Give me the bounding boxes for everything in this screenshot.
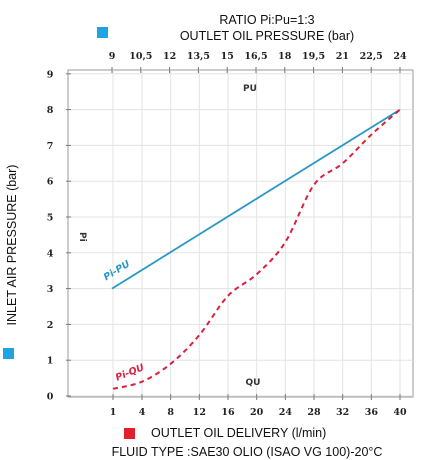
pi-annotation: Pi xyxy=(77,232,87,242)
top-axis-title: OUTLET OIL PRESSURE (bar) xyxy=(180,29,354,43)
y-tick-label: 6 xyxy=(47,177,54,188)
y-tick-label: 9 xyxy=(47,69,54,80)
x-bottom-tick-label: 4 xyxy=(139,407,146,418)
y-tick-label: 4 xyxy=(47,248,54,259)
ratio-title: RATIO Pi:Pu=1:3 xyxy=(219,13,314,27)
x-bottom-tick-label: 1 xyxy=(110,407,117,418)
x-top-tick-label: 15 xyxy=(221,51,234,62)
fluid-note: FLUID TYPE :SAE30 OLIO (ISAO VG 100)-20°… xyxy=(112,445,383,459)
plot-frame xyxy=(67,69,414,398)
x-bottom-tick-label: 12 xyxy=(193,407,206,418)
legend-blue-square-left xyxy=(3,348,14,359)
x-top-tick-label: 16,5 xyxy=(244,51,267,62)
x-top-tick-label: 21 xyxy=(336,51,349,62)
legend-blue-square xyxy=(97,27,108,38)
qu-annotation: QU xyxy=(246,378,261,388)
y-tick-label: 3 xyxy=(47,284,54,295)
x-bottom-tick-label: 20 xyxy=(250,407,264,418)
y-tick-label: 5 xyxy=(47,213,54,224)
x-bottom-tick-label: 32 xyxy=(336,407,349,418)
y-tick-label: 1 xyxy=(47,356,54,367)
series-label: Pi-QU xyxy=(114,362,146,384)
x-top-tick-label: 19,5 xyxy=(302,51,325,62)
x-top-tick-label: 12 xyxy=(163,51,176,62)
series-line-pi-qu xyxy=(112,108,401,390)
legend-red-square xyxy=(124,428,135,439)
x-top-tick-label: 22,5 xyxy=(360,51,383,62)
x-top-tick-label: 24 xyxy=(393,51,407,62)
x-bottom-tick-label: 28 xyxy=(307,407,321,418)
y-tick-label: 8 xyxy=(47,105,54,116)
x-top-tick-label: 9 xyxy=(109,51,116,62)
x-top-tick-label: 10,5 xyxy=(129,51,152,62)
y-tick-label: 2 xyxy=(47,320,54,331)
grid-lines xyxy=(66,67,413,400)
y-tick-label: 0 xyxy=(47,392,54,403)
x-bottom-tick-label: 40 xyxy=(393,407,407,418)
x-bottom-tick-label: 36 xyxy=(365,407,379,418)
x-bottom-tick-label: 16 xyxy=(221,407,235,418)
bottom-axis-title: OUTLET OIL DELIVERY (l/min) xyxy=(151,426,326,440)
x-top-tick-label: 18 xyxy=(278,51,292,62)
x-top-tick-label: 13,5 xyxy=(187,51,210,62)
x-bottom-tick-label: 24 xyxy=(279,407,293,418)
y-tick-label: 7 xyxy=(47,141,54,152)
series-line-pi-pu xyxy=(111,108,401,290)
pu-annotation: PU xyxy=(243,84,257,94)
y-axis-title: INLET AIR PRESSURE (bar) xyxy=(5,165,19,326)
x-bottom-tick-label: 8 xyxy=(167,407,174,418)
